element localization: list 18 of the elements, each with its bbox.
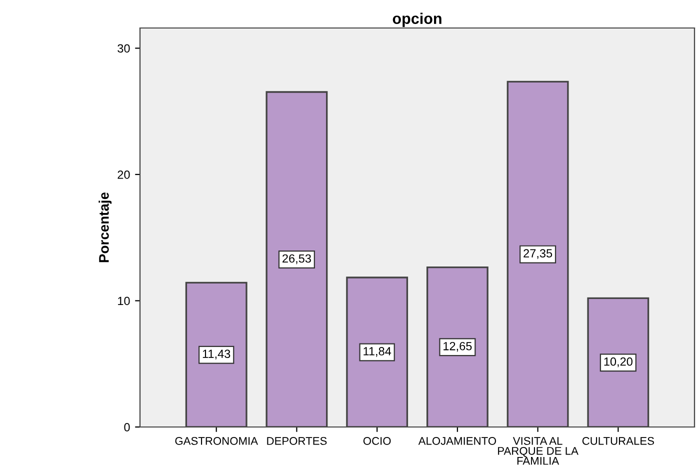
data-label: 12,65: [444, 342, 472, 352]
chart-title: opcion: [392, 12, 442, 28]
data-label: 10,20: [604, 357, 632, 368]
x-tick-label: CULTURALES: [582, 437, 654, 445]
y-tick-label: 0: [124, 423, 130, 432]
data-label: 27,35: [524, 249, 552, 259]
x-tick-label: DEPORTES: [267, 437, 327, 445]
y-tick-label: 30: [118, 44, 130, 53]
data-label: 26,53: [282, 254, 311, 264]
y-axis-title: Porcentaje: [98, 192, 112, 262]
x-tick-label: VISITA AL PARQUE DE LA FAMILIA: [498, 437, 578, 465]
data-label: 11,84: [364, 347, 392, 357]
x-tick-label: ALOJAMIENTO: [418, 437, 496, 445]
data-label: 11,43: [202, 350, 230, 360]
y-tick-label: 10: [118, 296, 130, 306]
x-tick-label: GASTRONOMIA: [175, 437, 258, 445]
x-tick-label: OCIO: [363, 437, 391, 445]
y-tick-label: 20: [118, 170, 130, 179]
